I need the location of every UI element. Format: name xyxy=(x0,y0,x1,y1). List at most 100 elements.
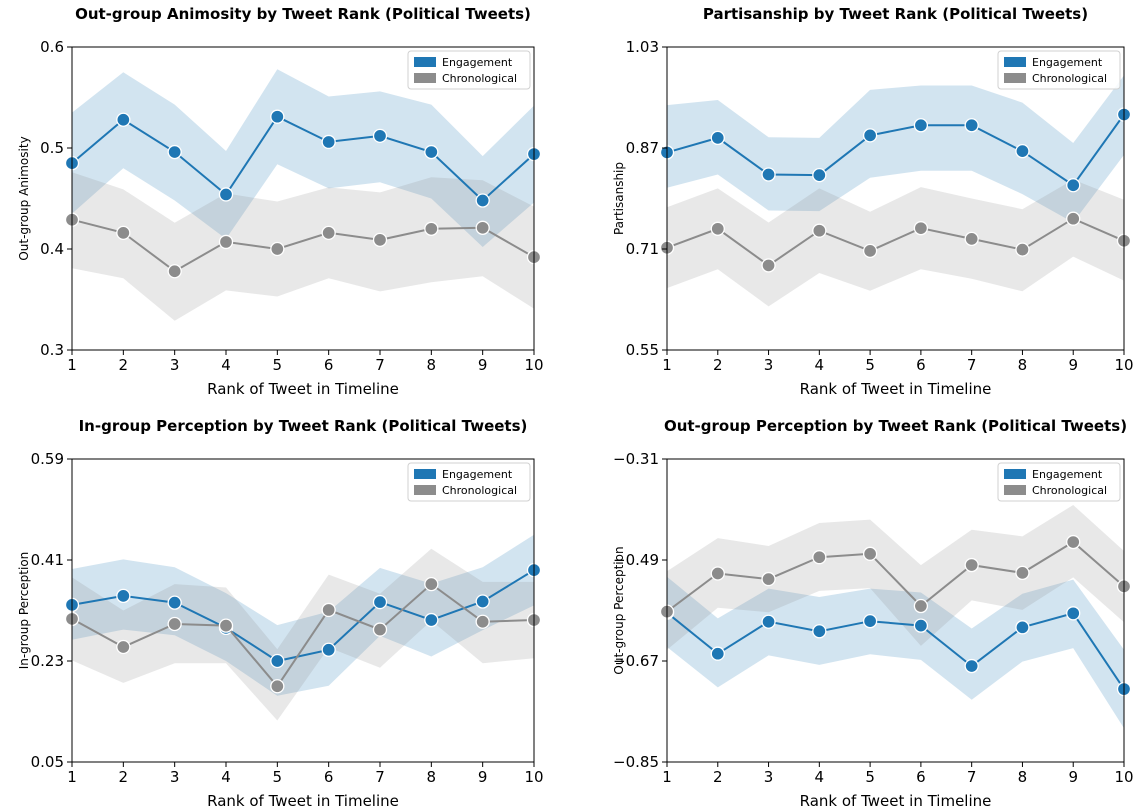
data-point-chronological xyxy=(167,264,182,279)
x-tick-label: 6 xyxy=(916,356,926,374)
chart-in-group-perception: 1 2 3 4 5 6 7 8 9 10 0.05 0.23 0.41 0.59 In-group Perc… xyxy=(17,417,544,810)
x-axis-label: Rank of Tweet in Timeline xyxy=(207,792,399,810)
legend-label-chronological: Chronological xyxy=(442,484,517,497)
data-point-engagement xyxy=(710,646,725,661)
y-tick-label: −0.31 xyxy=(613,450,659,468)
x-tick-label: 10 xyxy=(1114,768,1133,786)
x-tick-label: 6 xyxy=(324,768,334,786)
data-point-engagement xyxy=(710,130,725,146)
x-tick-label: 9 xyxy=(1068,768,1078,786)
plot-frame xyxy=(71,458,535,763)
data-point-chronological xyxy=(964,231,979,247)
data-point-engagement xyxy=(913,118,929,133)
data-point-engagement xyxy=(862,128,878,143)
y-tick-label: 0.41 xyxy=(31,551,64,569)
data-point-engagement xyxy=(761,167,776,182)
y-tick-label: 0.05 xyxy=(31,753,64,771)
x-tick-label: 3 xyxy=(170,356,180,374)
x-tick-label: 8 xyxy=(1018,356,1028,374)
legend: Engagement Chronological xyxy=(997,462,1121,502)
y-tick-label: 0.55 xyxy=(626,341,659,359)
x-tick-label: 5 xyxy=(865,768,875,786)
legend-box xyxy=(997,462,1121,502)
x-tick-label: 1 xyxy=(662,356,672,374)
legend-swatch-chronological xyxy=(1004,485,1026,495)
x-tick-label: 10 xyxy=(524,768,543,786)
data-point-engagement xyxy=(424,144,439,160)
plot-frame xyxy=(666,458,1125,763)
legend-label-engagement: Engagement xyxy=(1032,468,1103,481)
data-point-chronological xyxy=(424,576,439,592)
x-tick-label: 5 xyxy=(273,356,283,374)
data-point-chronological xyxy=(812,223,827,238)
y-axis-label: Out-group Animosity xyxy=(17,136,31,260)
chart-out-group-perception: 1 2 3 4 5 6 7 8 9 10 −0.85 −0.67 −0.49 −0.31 Out-group… xyxy=(612,417,1134,810)
x-tick-label: 2 xyxy=(713,356,723,374)
data-point-chronological xyxy=(913,221,929,236)
data-point-engagement xyxy=(372,128,388,144)
x-tick-label: 4 xyxy=(815,356,825,374)
x-axis-label: Rank of Tweet in Timeline xyxy=(800,380,992,398)
y-tick-label: −0.49 xyxy=(613,551,659,569)
legend-box xyxy=(997,50,1121,90)
chart-out-group-animosity: 1 2 3 4 5 6 7 8 9 10 0.3 0.4 0.5 0.6 Out-group Animosi… xyxy=(17,5,544,398)
x-tick-label: 8 xyxy=(427,356,437,374)
x-tick-label: 7 xyxy=(967,356,977,374)
data-point-engagement xyxy=(372,594,388,610)
data-point-engagement xyxy=(321,134,336,150)
series-line-engagement xyxy=(666,113,1125,187)
legend-label-chronological: Chronological xyxy=(1032,484,1107,497)
data-point-engagement xyxy=(812,167,827,183)
confidence-band-chronological xyxy=(667,505,1124,650)
data-point-engagement xyxy=(424,612,439,628)
confidence-band-chronological xyxy=(72,548,534,721)
x-tick-label: 4 xyxy=(221,356,231,374)
legend-box xyxy=(407,462,531,502)
x-tick-label: 1 xyxy=(662,768,672,786)
data-point-chronological xyxy=(424,221,439,236)
x-tick-label: 4 xyxy=(815,768,825,786)
x-tick-label: 7 xyxy=(375,768,385,786)
x-tick-label: 6 xyxy=(324,356,334,374)
series-line-chronological xyxy=(666,217,1125,267)
chart-partisanship: 1 2 3 4 5 6 7 8 9 10 0.55 0.71 0.87 1.03 Partisanship … xyxy=(612,5,1134,398)
series-line-chronological xyxy=(71,218,535,273)
y-axis-label: Partisanship xyxy=(612,162,626,235)
legend-label-engagement: Engagement xyxy=(442,56,513,69)
confidence-band-chronological xyxy=(72,172,534,321)
data-point-chronological xyxy=(761,571,776,587)
chart-title: Out-group Animosity by Tweet Rank (Polit… xyxy=(75,5,531,23)
data-point-chronological xyxy=(270,679,285,694)
data-point-engagement xyxy=(964,658,979,674)
y-tick-label: 0.59 xyxy=(31,450,64,468)
data-point-chronological xyxy=(321,602,336,618)
data-point-chronological xyxy=(913,598,929,614)
data-point-engagement xyxy=(116,112,131,127)
x-tick-label: 7 xyxy=(375,356,385,374)
x-tick-label: 9 xyxy=(478,768,488,786)
data-point-chronological xyxy=(167,616,182,632)
series-line-chronological xyxy=(666,540,1125,613)
legend-label-engagement: Engagement xyxy=(1032,56,1103,69)
x-tick-label: 1 xyxy=(67,356,77,374)
legend-label-chronological: Chronological xyxy=(1032,72,1107,85)
legend-label-chronological: Chronological xyxy=(442,72,517,85)
x-tick-label: 3 xyxy=(170,768,180,786)
legend-swatch-chronological xyxy=(1004,73,1026,83)
y-tick-label: 0.5 xyxy=(40,139,64,157)
data-point-engagement xyxy=(270,109,285,124)
confidence-band-engagement xyxy=(667,75,1124,223)
data-point-engagement xyxy=(1015,144,1030,159)
data-point-chronological xyxy=(475,220,490,235)
data-point-chronological xyxy=(218,618,234,633)
data-point-chronological xyxy=(270,241,285,257)
data-point-chronological xyxy=(1066,211,1081,226)
x-tick-label: 9 xyxy=(478,356,488,374)
plot-frame xyxy=(71,46,535,351)
y-tick-label: 0.87 xyxy=(626,139,659,157)
confidence-band-engagement xyxy=(667,576,1124,729)
data-point-chronological xyxy=(1066,534,1081,550)
data-point-chronological xyxy=(372,232,388,248)
y-tick-label: 0.23 xyxy=(31,652,64,670)
series-line-engagement xyxy=(71,115,535,202)
